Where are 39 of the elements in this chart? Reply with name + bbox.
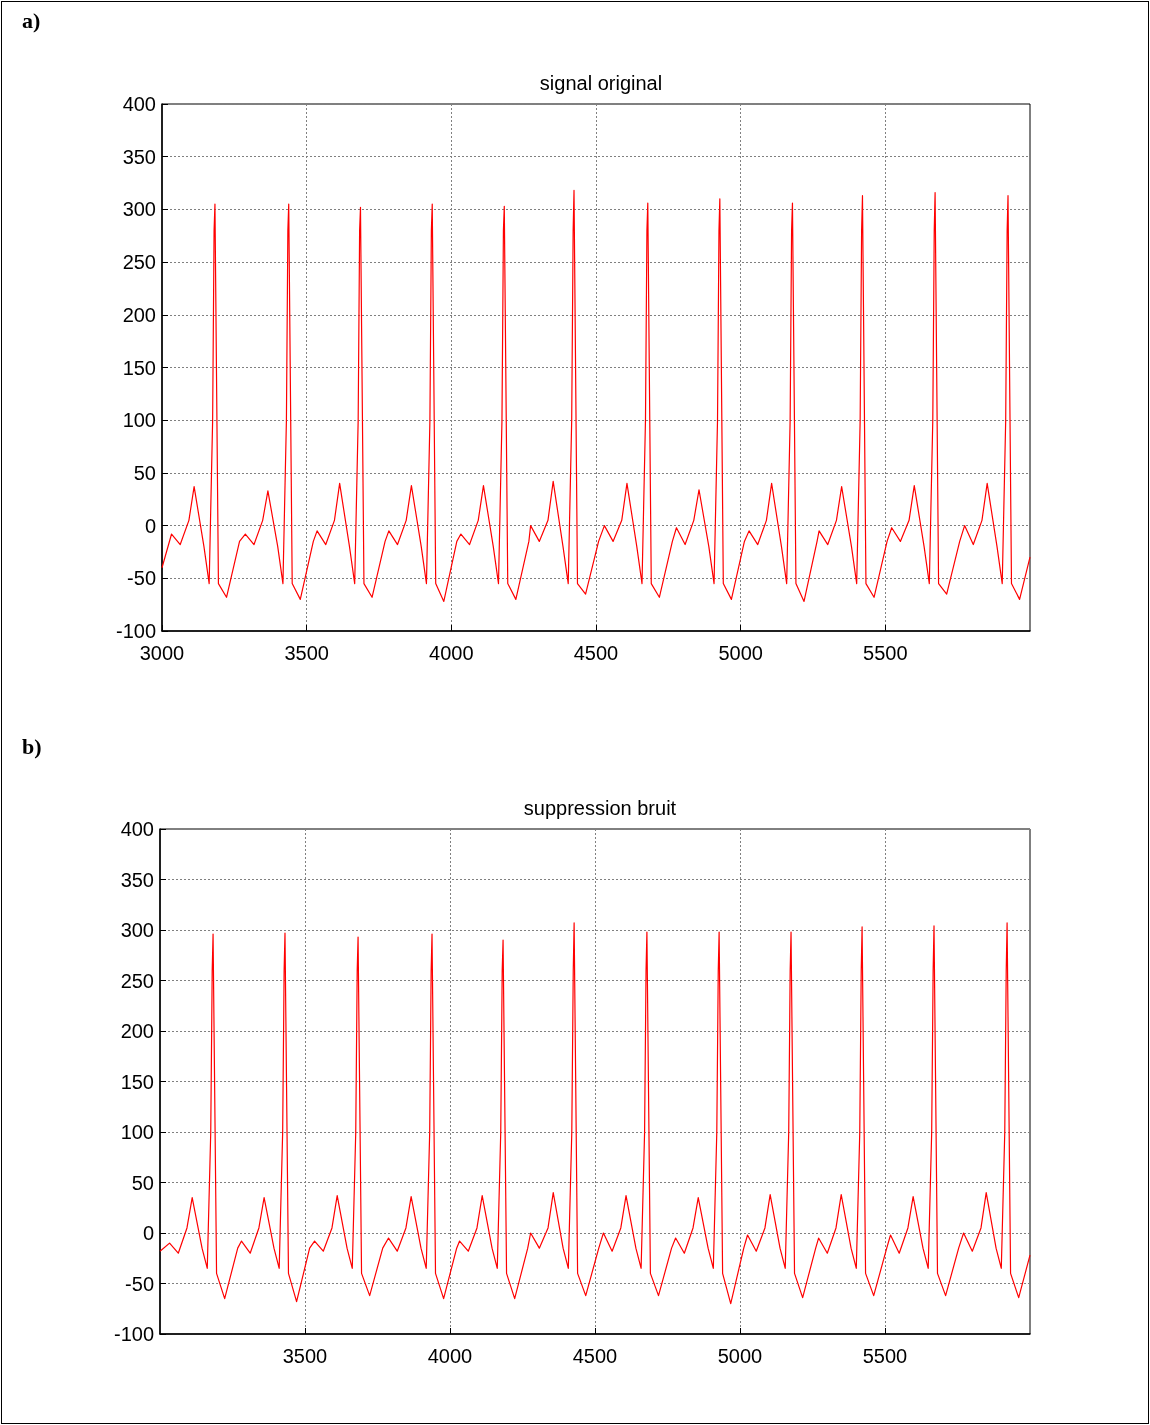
- x-tick-label: 3500: [282, 1345, 328, 1367]
- x-tick-label: 5500: [863, 642, 908, 664]
- y-tick-label: -100: [113, 1323, 154, 1345]
- y-tick-label: 250: [122, 251, 156, 274]
- y-tick-label: 100: [122, 409, 156, 432]
- chart-title: signal original: [539, 72, 663, 94]
- x-tick-label: 3000: [139, 642, 185, 664]
- y-tick-label: 350: [122, 145, 156, 168]
- y-tick-label: 400: [120, 818, 154, 840]
- y-tick-label: 300: [120, 919, 154, 941]
- y-tick-label: 200: [120, 1020, 154, 1042]
- y-tick-label: 350: [120, 868, 154, 891]
- y-tick-label: 50: [131, 1171, 154, 1194]
- x-tick-label: 4000: [427, 1345, 473, 1367]
- x-tick-label: 3500: [284, 642, 329, 664]
- y-tick-label: 0: [142, 1222, 154, 1244]
- text: a): [22, 8, 41, 34]
- y-tick-label: -100: [115, 620, 156, 642]
- chart-title: suppression bruit: [523, 797, 677, 819]
- y-tick-label: 300: [122, 198, 156, 221]
- y-tick-label: 0: [144, 514, 156, 537]
- y-tick-label: 200: [122, 303, 156, 326]
- y-tick-label: 50: [133, 461, 156, 484]
- y-tick-label: -50: [125, 1272, 154, 1295]
- x-tick-label: 4500: [573, 642, 619, 664]
- x-tick-label: 5000: [718, 642, 763, 664]
- y-tick-label: -50: [127, 567, 156, 590]
- y-tick-label: 250: [120, 969, 154, 992]
- line-series: [159, 922, 1031, 1305]
- text: b): [22, 734, 42, 760]
- y-tick-label: 150: [122, 356, 156, 379]
- y-tick-label: 150: [120, 1070, 154, 1093]
- y-tick-label: 400: [122, 93, 156, 115]
- y-tick-label: 100: [120, 1121, 154, 1143]
- x-tick-label: 4500: [572, 1345, 618, 1367]
- x-tick-label: 5500: [862, 1345, 908, 1367]
- x-tick-label: 5000: [717, 1345, 763, 1367]
- line-series: [161, 189, 1031, 603]
- x-tick-label: 4000: [429, 642, 474, 664]
